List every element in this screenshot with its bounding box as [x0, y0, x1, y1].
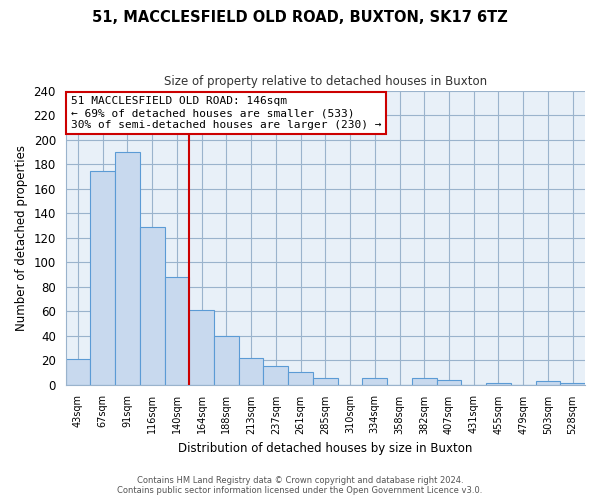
Text: 51 MACCLESFIELD OLD ROAD: 146sqm
← 69% of detached houses are smaller (533)
30% : 51 MACCLESFIELD OLD ROAD: 146sqm ← 69% o… — [71, 96, 382, 130]
Bar — [164, 277, 190, 384]
Title: Size of property relative to detached houses in Buxton: Size of property relative to detached ho… — [164, 75, 487, 88]
Bar — [362, 378, 387, 384]
Bar — [263, 366, 288, 384]
Bar — [190, 310, 214, 384]
X-axis label: Distribution of detached houses by size in Buxton: Distribution of detached houses by size … — [178, 442, 473, 455]
Text: 51, MACCLESFIELD OLD ROAD, BUXTON, SK17 6TZ: 51, MACCLESFIELD OLD ROAD, BUXTON, SK17 … — [92, 10, 508, 25]
Y-axis label: Number of detached properties: Number of detached properties — [15, 144, 28, 330]
Bar — [214, 336, 239, 384]
Bar — [115, 152, 140, 384]
Bar — [91, 172, 115, 384]
Text: Contains HM Land Registry data © Crown copyright and database right 2024.
Contai: Contains HM Land Registry data © Crown c… — [118, 476, 482, 495]
Bar — [536, 381, 560, 384]
Bar — [140, 226, 164, 384]
Bar — [412, 378, 437, 384]
Bar — [437, 380, 461, 384]
Bar — [313, 378, 338, 384]
Bar — [65, 359, 91, 384]
Bar — [239, 358, 263, 384]
Bar — [288, 372, 313, 384]
